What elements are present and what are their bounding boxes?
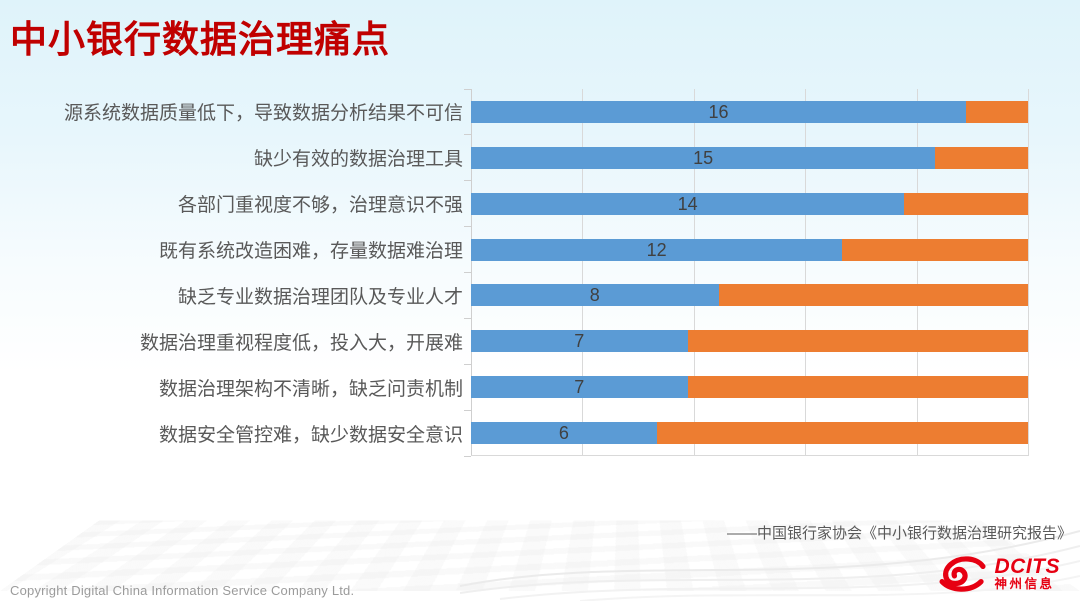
dcits-logo: DCITS 神州信息: [938, 555, 1061, 593]
bar-rows: 16 15 14 12 8 7 7 6: [471, 89, 1028, 456]
axis-tick: [464, 88, 471, 90]
bar-track: 14: [471, 192, 1028, 215]
bar-segment-orange: [935, 146, 1028, 169]
gridline: [693, 89, 695, 456]
bar-track: 8: [471, 284, 1028, 307]
value-label: 7: [574, 331, 585, 352]
bar-segment-blue: 15: [471, 146, 936, 169]
axis-tick: [464, 317, 471, 319]
bar-segment-orange: [904, 192, 1028, 215]
category-label: 数据治理重视程度低，投入大，开展难: [139, 332, 463, 354]
logo-text: DCITS 神州信息: [995, 556, 1061, 591]
axis-tick: [464, 226, 471, 228]
gridline: [916, 89, 918, 456]
bar-segment-blue: 12: [471, 238, 843, 261]
value-axis-line: [471, 455, 1028, 456]
category-label: 数据治理架构不清晰，缺乏问责机制: [158, 378, 463, 400]
bar-track: 12: [471, 238, 1028, 261]
axis-tick: [464, 409, 471, 411]
category-label: 数据安全管控难，缺少数据安全意识: [158, 424, 463, 446]
category-label: 既有系统改造困难，存量数据难治理: [158, 241, 463, 263]
bar-segment-orange: [687, 376, 1028, 399]
bar-row: 8: [471, 273, 1028, 319]
bar-row: 7: [471, 364, 1028, 410]
bar-track: 16: [471, 100, 1028, 123]
category-label: 缺乏专业数据治理团队及专业人才: [177, 286, 463, 308]
bar-segment-orange: [842, 238, 1028, 261]
bar-segment-blue: 16: [471, 100, 967, 123]
source-citation: ——中国银行家协会《中小银行数据治理研究报告》: [726, 525, 1072, 542]
logo-name-cn: 神州信息: [994, 577, 1055, 592]
gridlines: [471, 89, 1029, 456]
bar-segment-blue: 7: [471, 330, 688, 353]
value-label: 7: [574, 377, 585, 398]
bar-segment-blue: 8: [471, 284, 719, 307]
category-axis-labels: 源系统数据质量低下，导致数据分析结果不可信 缺少有效的数据治理工具 各部门重视度…: [6, 89, 463, 456]
axis-tick: [464, 180, 471, 182]
red-swirl-icon: [938, 556, 986, 592]
bar-segment-orange: [687, 330, 1028, 353]
bar-row: 12: [471, 227, 1028, 273]
category-label: 各部门重视度不够，治理意识不强: [177, 195, 463, 217]
value-label: 8: [589, 285, 600, 306]
value-label: 14: [677, 193, 698, 214]
value-label: 12: [646, 239, 667, 260]
gridline: [582, 89, 584, 456]
bar-track: 6: [471, 422, 1028, 445]
bar-row: 15: [471, 135, 1028, 181]
value-label: 6: [558, 423, 569, 444]
axis-tick: [464, 134, 471, 136]
copyright-text: Copyright Digital China Information Serv…: [10, 583, 355, 598]
page-title: 中小银行数据治理痛点: [10, 19, 390, 60]
plot-area: 16 15 14 12 8 7 7 6: [464, 88, 1029, 457]
bar-track: 7: [471, 376, 1028, 399]
bar-segment-orange: [656, 422, 1028, 445]
bar-track: 15: [471, 146, 1028, 169]
bar-row: 6: [471, 410, 1028, 456]
axis-tick: [464, 363, 471, 365]
gridline: [805, 89, 807, 456]
axis-tick: [464, 455, 471, 457]
bar-row: 14: [471, 181, 1028, 227]
category-label: 源系统数据质量低下，导致数据分析结果不可信: [63, 103, 463, 125]
value-label: 15: [693, 147, 714, 168]
bar-segment-orange: [718, 284, 1028, 307]
bar-segment-orange: [966, 100, 1028, 123]
value-label: 16: [708, 101, 729, 122]
bar-segment-blue: 7: [471, 376, 688, 399]
bar-row: 16: [471, 89, 1028, 135]
axis-tick: [464, 272, 471, 273]
logo-name-en: DCITS: [994, 555, 1060, 579]
bar-track: 7: [471, 330, 1028, 353]
gridline: [1028, 89, 1029, 456]
category-axis-line: [471, 89, 472, 456]
category-label: 缺少有效的数据治理工具: [253, 149, 463, 171]
bar-segment-blue: 14: [471, 192, 905, 215]
bar-row: 7: [471, 318, 1028, 364]
stacked-bar-chart: 源系统数据质量低下，导致数据分析结果不可信 缺少有效的数据治理工具 各部门重视度…: [6, 88, 1029, 457]
bar-segment-blue: 6: [471, 422, 657, 445]
